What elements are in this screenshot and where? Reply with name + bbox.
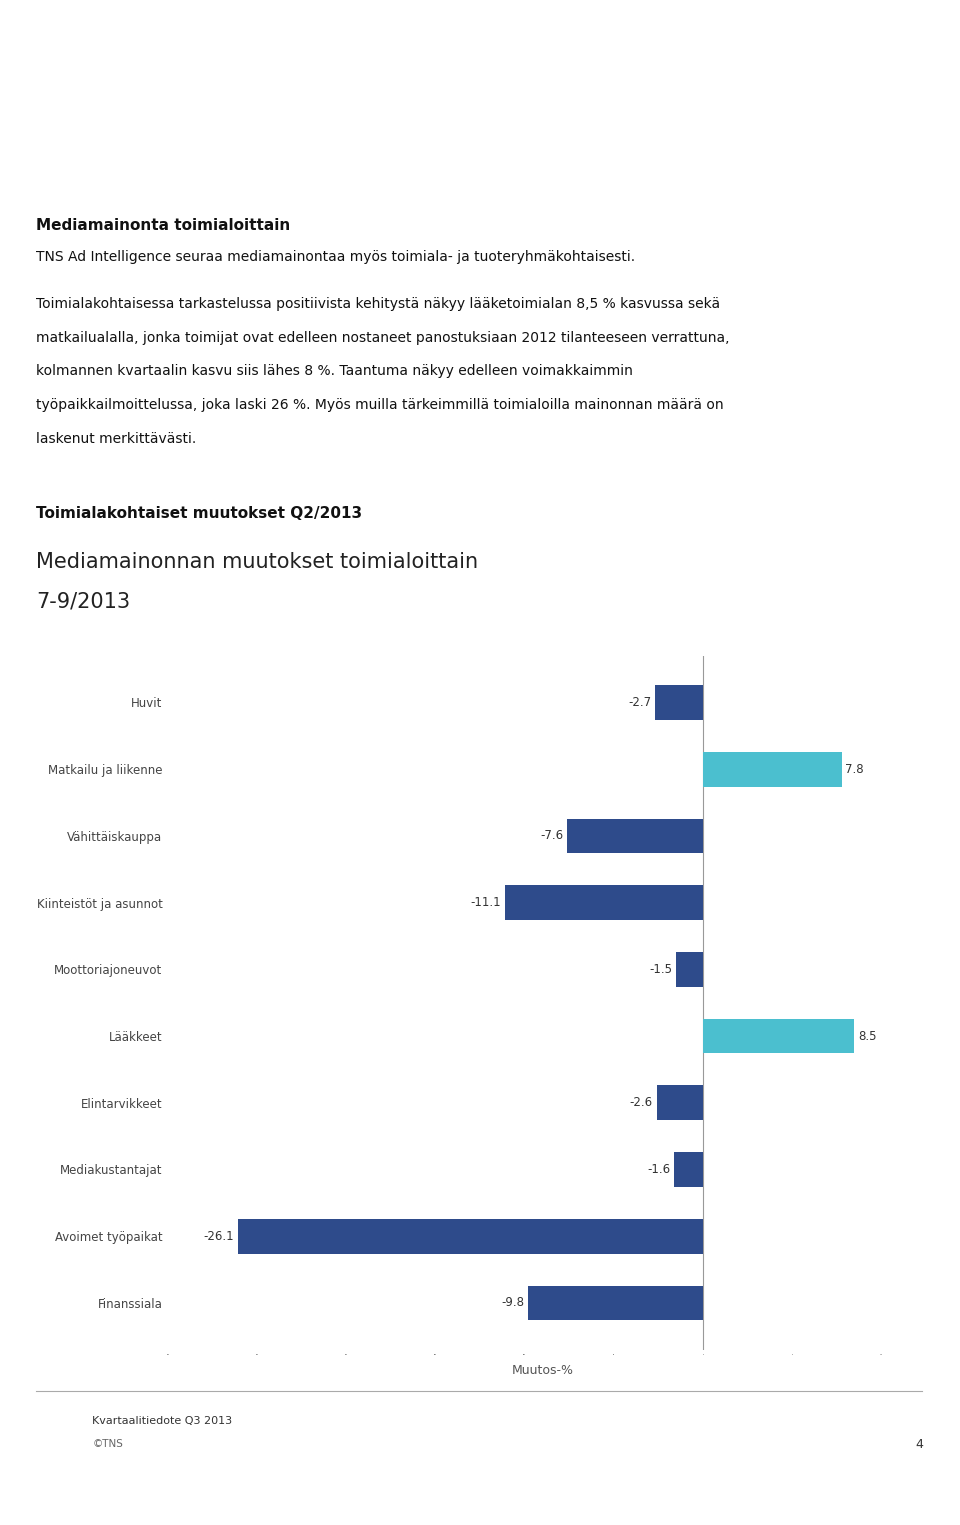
Bar — [676, 952, 703, 987]
Bar — [674, 1153, 703, 1186]
Text: TNS: TNS — [49, 1424, 70, 1434]
Text: ©TNS: ©TNS — [92, 1440, 123, 1449]
Text: Kvartaalitiedote Q3 2013: Kvartaalitiedote Q3 2013 — [92, 1417, 232, 1426]
Text: laskenut merkittävästi.: laskenut merkittävästi. — [36, 432, 197, 445]
Text: 4: 4 — [916, 1438, 924, 1450]
Text: Toimialakohtaisessa tarkastelussa positiivista kehitystä näkyy lääketoimialan 8,: Toimialakohtaisessa tarkastelussa positi… — [36, 297, 721, 311]
Bar — [505, 884, 703, 920]
Text: -1.6: -1.6 — [648, 1164, 671, 1176]
Text: työpaikkailmoittelussa, joka laski 26 %. Myös muilla tärkeimmillä toimialoilla m: työpaikkailmoittelussa, joka laski 26 %.… — [36, 398, 724, 412]
Text: -7.6: -7.6 — [540, 830, 564, 842]
Text: Mediamainonnan muutokset toimialoittain: Mediamainonnan muutokset toimialoittain — [36, 552, 479, 572]
Bar — [237, 1218, 703, 1254]
Text: 7.8: 7.8 — [846, 762, 864, 776]
Bar — [528, 1286, 703, 1321]
Text: -2.6: -2.6 — [630, 1096, 653, 1109]
Text: 7-9/2013: 7-9/2013 — [36, 592, 131, 612]
Bar — [703, 752, 842, 787]
Text: matkailualalla, jonka toimijat ovat edelleen nostaneet panostuksiaan 2012 tilant: matkailualalla, jonka toimijat ovat edel… — [36, 331, 730, 345]
Text: -26.1: -26.1 — [204, 1229, 234, 1243]
Bar — [567, 819, 703, 852]
Text: kolmannen kvartaalin kasvu siis lähes 8 %. Taantuma näkyy edelleen voimakkaimmin: kolmannen kvartaalin kasvu siis lähes 8 … — [36, 364, 634, 378]
Text: Toimialakohtaiset muutokset Q2/2013: Toimialakohtaiset muutokset Q2/2013 — [36, 506, 363, 522]
Text: 8.5: 8.5 — [858, 1029, 876, 1043]
Text: Mediamainonta toimialoittain: Mediamainonta toimialoittain — [36, 218, 291, 233]
Bar — [703, 1019, 854, 1054]
Text: -1.5: -1.5 — [650, 962, 673, 976]
Text: TNS Ad Intelligence seuraa mediamainontaa myös toimiala- ja tuoteryhmäkohtaisest: TNS Ad Intelligence seuraa mediamainonta… — [36, 250, 636, 264]
X-axis label: Muutos-%: Muutos-% — [512, 1363, 573, 1377]
Text: -11.1: -11.1 — [470, 897, 501, 909]
Bar — [657, 1086, 703, 1119]
Text: -2.7: -2.7 — [628, 695, 651, 709]
Text: -9.8: -9.8 — [501, 1296, 524, 1310]
Bar — [655, 685, 703, 720]
Text: TNS: TNS — [56, 44, 118, 72]
